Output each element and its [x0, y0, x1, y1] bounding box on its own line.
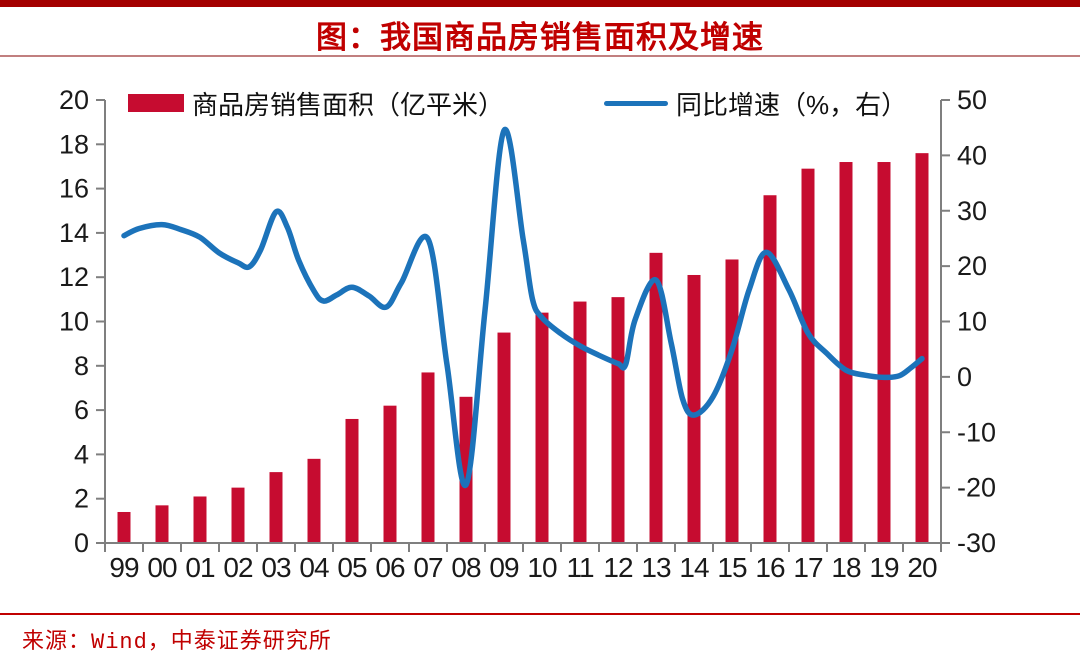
- right-axis-label: -30: [957, 528, 996, 558]
- right-axis-label: 40: [957, 140, 987, 170]
- right-axis-label: 10: [957, 307, 987, 337]
- left-axis-label: 16: [59, 174, 89, 204]
- legend-label-yoy-growth: 同比增速（%，右）: [676, 89, 908, 120]
- legend-label-sales-area: 商品房销售面积（亿平米）: [192, 89, 505, 120]
- bar-20: [915, 153, 929, 543]
- right-axis-label: 20: [957, 251, 987, 281]
- left-axis-label: 4: [74, 439, 89, 469]
- bar-05: [345, 418, 359, 543]
- bar-03: [269, 472, 283, 543]
- bar-13: [649, 252, 663, 543]
- x-axis-label-03: 03: [261, 552, 291, 583]
- bar-07: [421, 372, 435, 543]
- bar-11: [573, 301, 587, 543]
- bar-15: [725, 259, 739, 543]
- right-axis-label: -20: [957, 473, 996, 503]
- bar-16: [763, 195, 777, 543]
- left-axis-label: 0: [74, 528, 89, 558]
- right-axis-label: -10: [957, 417, 996, 447]
- x-axis-label-99: 99: [109, 552, 139, 583]
- x-axis-label-06: 06: [375, 552, 405, 583]
- bar-18: [839, 162, 853, 543]
- left-axis-label: 6: [74, 395, 89, 425]
- bar-17: [801, 168, 815, 543]
- x-axis-label-13: 13: [641, 552, 671, 583]
- left-axis-label: 2: [74, 484, 89, 514]
- top-border-bar: [0, 0, 1080, 7]
- source-divider-line: [0, 613, 1080, 615]
- legend-item-yoy-growth: 同比增速（%，右）: [604, 88, 907, 120]
- bar-06: [383, 405, 397, 543]
- left-axis-label: 10: [59, 307, 89, 337]
- bar-08: [459, 396, 473, 543]
- bar-00: [155, 505, 169, 543]
- x-axis-label-10: 10: [527, 552, 557, 583]
- x-axis-label-17: 17: [793, 552, 823, 583]
- x-axis-label-05: 05: [337, 552, 367, 583]
- left-axis-label: 8: [74, 351, 89, 381]
- x-axis-label-09: 09: [489, 552, 519, 583]
- yoy-growth-line: [121, 126, 925, 488]
- bar-09: [497, 332, 511, 543]
- x-axis-label-11: 11: [566, 552, 593, 583]
- legend-item-sales-area: 商品房销售面积（亿平米）: [128, 88, 504, 120]
- x-axis-label-04: 04: [299, 552, 329, 583]
- right-axis-label: 50: [957, 85, 987, 115]
- bar-series-swatch: [128, 94, 184, 112]
- chart-title: 图：我国商品房销售面积及增速: [316, 20, 764, 55]
- title-divider-line: [0, 55, 1080, 57]
- x-axis-label-15: 15: [717, 552, 747, 583]
- bar-14: [687, 274, 701, 543]
- right-axis-label: 0: [957, 362, 972, 392]
- bar-04: [307, 458, 321, 543]
- bar-19: [877, 162, 891, 543]
- bar-02: [231, 487, 245, 543]
- line-series-swatch: [604, 100, 668, 106]
- bar-01: [193, 496, 207, 543]
- x-axis-label-14: 14: [679, 552, 709, 583]
- bar-10: [535, 312, 549, 543]
- x-axis-label-19: 19: [869, 552, 899, 583]
- x-axis-label-00: 00: [147, 552, 177, 583]
- left-axis-label: 20: [59, 85, 89, 115]
- x-axis-label-02: 02: [223, 552, 253, 583]
- x-axis-label-07: 07: [413, 552, 443, 583]
- left-axis-label: 12: [59, 262, 89, 292]
- x-axis-label-20: 20: [907, 552, 937, 583]
- x-axis-label-12: 12: [603, 552, 633, 583]
- x-axis-label-16: 16: [755, 552, 785, 583]
- x-axis-label-08: 08: [451, 552, 481, 583]
- bar-99: [117, 511, 131, 543]
- x-axis-label-01: 01: [185, 552, 215, 583]
- right-axis-label: 30: [957, 196, 987, 226]
- bar-12: [611, 297, 625, 543]
- source-attribution: 来源：Wind，中泰证券研究所: [22, 630, 332, 655]
- left-axis-label: 14: [59, 218, 89, 248]
- x-axis-label-18: 18: [831, 552, 861, 583]
- left-axis-label: 18: [59, 129, 89, 159]
